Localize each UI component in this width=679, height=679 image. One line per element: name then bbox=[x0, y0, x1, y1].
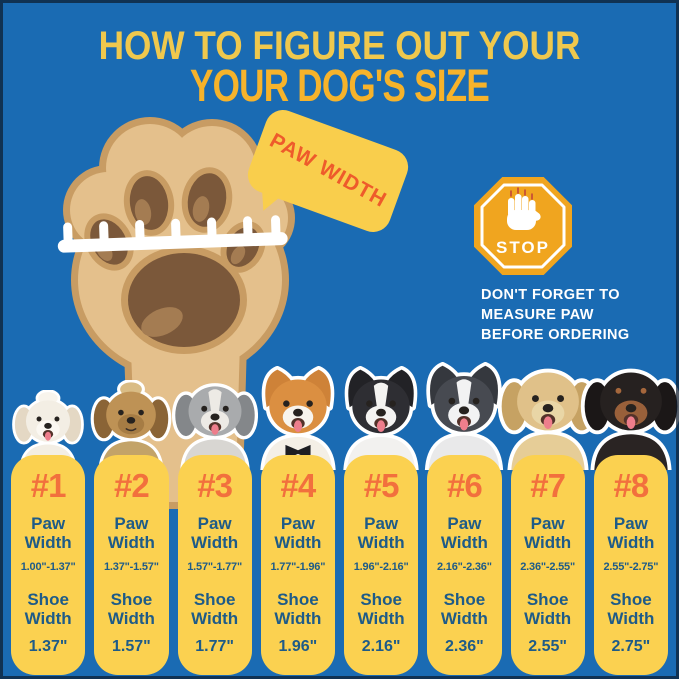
paw-width-label: Paw Width bbox=[440, 514, 488, 553]
size-card-1: #1 Paw Width 1.00"-1.37" Shoe Width 1.37… bbox=[11, 455, 86, 675]
shoe-width-value: 2.36" bbox=[445, 638, 484, 656]
size-rank: #3 bbox=[197, 467, 233, 504]
shoe-width-label: Shoe Width bbox=[24, 590, 72, 629]
paw-width-range: 1.96"-2.16" bbox=[353, 561, 409, 574]
stop-label: STOP bbox=[496, 238, 550, 257]
shoe-width-value: 1.96" bbox=[278, 638, 318, 656]
size-card-7: #7 Paw Width 2.36"-2.55" Shoe Width 2.55… bbox=[510, 455, 585, 675]
paw-width-range: 1.00"-1.37" bbox=[20, 561, 76, 574]
paw-width-label: Paw Width bbox=[107, 514, 155, 553]
paw-width-label: Paw Width bbox=[357, 514, 405, 553]
shoe-width-value: 2.55" bbox=[528, 638, 567, 656]
paw-width-range: 1.57"-1.77" bbox=[187, 561, 242, 574]
shoe-width-value: 1.57" bbox=[112, 638, 151, 656]
shoe-width-value: 1.37" bbox=[28, 638, 68, 656]
note-line-2: MEASURE PAW bbox=[481, 307, 594, 323]
raised-hand-icon bbox=[507, 187, 541, 230]
size-card-8: #8 Paw Width 2.55"-2.75" Shoe Width 2.75… bbox=[593, 455, 668, 675]
shoe-width-label: Shoe Width bbox=[274, 590, 322, 629]
paw-width-label: Paw Width bbox=[607, 514, 655, 553]
measuring-ruler-icon bbox=[57, 215, 288, 253]
page-title-line1: HOW TO FIGURE OUT YOUR bbox=[98, 24, 581, 68]
size-card-3: #3 Paw Width 1.57"-1.77" Shoe Width 1.77… bbox=[177, 455, 252, 675]
size-card-2: #2 Paw Width 1.37"-1.57" Shoe Width 1.57… bbox=[94, 455, 169, 675]
size-rank: #7 bbox=[530, 467, 566, 504]
note-line-1: DON'T FORGET TO bbox=[481, 287, 620, 303]
shoe-width-label: Shoe Width bbox=[440, 590, 488, 629]
size-rank: #1 bbox=[30, 467, 67, 504]
size-rank: #6 bbox=[447, 467, 483, 504]
shoe-width-label: Shoe Width bbox=[357, 590, 405, 629]
note-line-3: BEFORE ORDERING bbox=[481, 327, 630, 343]
dog-photo-bearded-collie-mix bbox=[171, 0, 258, 679]
shoe-width-label: Shoe Width bbox=[191, 590, 239, 629]
shoe-width-value: 2.75" bbox=[611, 638, 651, 656]
paw-width-label: Paw Width bbox=[191, 514, 239, 553]
shoe-width-label: Shoe Width bbox=[607, 590, 655, 629]
page-title-line2: YOUR DOG'S SIZE bbox=[190, 60, 490, 111]
size-rank: #4 bbox=[280, 467, 317, 504]
size-rank: #8 bbox=[613, 467, 650, 504]
shoe-width-label: Shoe Width bbox=[524, 590, 572, 629]
size-rank: #2 bbox=[114, 467, 150, 504]
shoe-width-value: 1.77" bbox=[195, 638, 234, 656]
size-card-4: #4 Paw Width 1.77"-1.96" Shoe Width 1.96… bbox=[260, 455, 335, 675]
paw-width-range: 2.16"-2.36" bbox=[437, 561, 492, 574]
paw-width-label: Paw Width bbox=[24, 514, 72, 553]
paw-width-range: 1.37"-1.57" bbox=[104, 561, 159, 574]
paw-width-range: 1.77"-1.96" bbox=[270, 561, 326, 574]
dog-photo-bichon-frise bbox=[11, 0, 85, 679]
shoe-width-value: 2.16" bbox=[361, 638, 401, 656]
stop-octagon-inner-border bbox=[480, 183, 566, 269]
size-rank: #5 bbox=[363, 467, 400, 504]
stop-sign: STOP bbox=[473, 176, 573, 281]
paw-width-label: Paw Width bbox=[274, 514, 322, 553]
dog-photo-rottweiler bbox=[580, 0, 679, 679]
size-card-5: #5 Paw Width 1.96"-2.16" Shoe Width 2.16… bbox=[344, 455, 419, 675]
paw-width-range: 2.55"-2.75" bbox=[603, 561, 659, 574]
dog-photos-row bbox=[11, 0, 679, 679]
measure-reminder-note: DON'T FORGET TO MEASURE PAW BEFORE ORDER… bbox=[481, 285, 630, 345]
size-chart: #1 Paw Width 1.00"-1.37" Shoe Width 1.37… bbox=[11, 455, 668, 675]
shoe-width-label: Shoe Width bbox=[107, 590, 155, 629]
dog-photo-shiba-inu bbox=[260, 0, 336, 679]
size-card-6: #6 Paw Width 2.16"-2.36" Shoe Width 2.36… bbox=[427, 455, 502, 675]
paw-width-label: Paw Width bbox=[524, 514, 572, 553]
paw-width-range: 2.36"-2.55" bbox=[520, 561, 575, 574]
